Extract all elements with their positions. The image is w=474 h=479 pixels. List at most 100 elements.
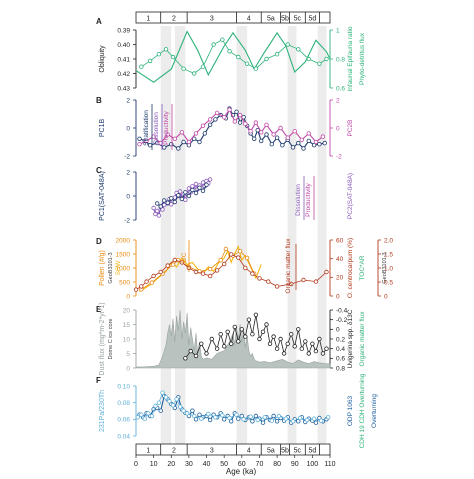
data-point xyxy=(202,131,207,136)
data-point xyxy=(228,252,234,257)
data-point xyxy=(139,412,144,417)
left-axis-tick-label: -2 xyxy=(124,153,130,160)
left-axis-tick-label: 0.08 xyxy=(117,400,130,407)
right-axis-label: PC2B xyxy=(347,120,354,137)
stage-label: 1 xyxy=(146,16,150,23)
data-point xyxy=(135,415,140,420)
data-point xyxy=(190,187,195,193)
data-point xyxy=(153,403,158,409)
data-point xyxy=(301,277,306,283)
series-b-0 xyxy=(137,106,327,151)
annotation-label: Productivity xyxy=(305,182,312,216)
right-axis-tick-label: -0.4 xyxy=(336,307,348,314)
stage-bar-frame xyxy=(135,11,331,24)
data-point xyxy=(253,312,259,317)
data-point xyxy=(186,186,192,191)
data-point xyxy=(296,327,301,332)
data-point xyxy=(290,145,296,150)
shading-band xyxy=(317,26,327,444)
x-tick-label: 10 xyxy=(150,461,158,468)
data-point xyxy=(200,180,206,185)
data-point xyxy=(207,122,213,127)
panel-f: F 0.10 0.08 0.06 0.04 231Pa/230Th ODP 1063 CDH … xyxy=(96,373,378,448)
data-point xyxy=(193,417,199,422)
data-point xyxy=(236,416,241,421)
panel-b: B 2 0 -2 2 0 -2 PC1B PC2B Stratification Dissoluti… xyxy=(96,96,354,160)
panel-letter: F xyxy=(96,376,101,385)
data-point xyxy=(181,408,186,413)
data-point xyxy=(227,49,232,54)
left-axis-tick-label: 2 xyxy=(126,169,130,176)
far-right-axis-tick-label: 1.0 xyxy=(384,265,393,272)
annotation-label: B/C xyxy=(181,252,188,263)
right-axis-label: Infaunal Epifauna ratio xyxy=(347,26,354,91)
data-point xyxy=(271,334,276,339)
right-axis-tick-label: 2 xyxy=(336,97,340,104)
data-point xyxy=(218,258,223,263)
data-point xyxy=(167,399,172,404)
data-point xyxy=(297,415,303,421)
data-point xyxy=(207,117,213,122)
series-a-1 xyxy=(139,37,329,76)
left-axis-tick-label: 0.10 xyxy=(117,383,130,390)
data-point xyxy=(253,413,259,419)
right-axis-tick-label: 0.8 xyxy=(336,56,345,63)
right-axis-tick-label: 1 xyxy=(336,27,340,34)
data-point xyxy=(274,135,280,140)
data-point xyxy=(197,185,202,190)
x-tick-label: 60 xyxy=(238,461,246,468)
far-right-axis-tick-label: 2.0 xyxy=(384,237,393,244)
data-point xyxy=(320,134,326,139)
data-point xyxy=(154,208,160,214)
data-point xyxy=(207,266,213,272)
data-point xyxy=(274,346,280,351)
data-point xyxy=(322,140,327,146)
left-axis-tick-label: 500 xyxy=(119,279,130,286)
left-axis-tick-label: 0.40 xyxy=(117,42,130,49)
data-point xyxy=(306,138,311,144)
stage-label: 5d xyxy=(308,448,316,455)
left-axis-tick-label: 0.39 xyxy=(117,27,130,34)
panel-letter: A xyxy=(96,17,102,26)
left-axis-tick-label: -2 xyxy=(124,217,130,224)
data-point xyxy=(285,42,290,47)
data-point xyxy=(193,353,199,359)
right-axis-tick-label: 60 xyxy=(336,237,344,244)
data-point xyxy=(144,138,149,144)
series-d-1 xyxy=(139,246,257,292)
data-point xyxy=(156,52,162,57)
data-point xyxy=(264,322,269,327)
right-axis-label: Overturning xyxy=(371,394,378,428)
panel-e: E 20 15 10 5 0 -0.4 -0.2 0 0.2 0.4 0.6 0.8 Dust flux … xyxy=(96,302,366,375)
data-point xyxy=(193,269,199,275)
left-axis-label: PC1B xyxy=(99,119,106,138)
data-point xyxy=(204,182,209,187)
panel-letter: D xyxy=(96,237,102,246)
annotation-label: Dissolution xyxy=(295,184,302,216)
data-point xyxy=(292,128,297,134)
panel-letter: C xyxy=(96,166,102,175)
data-point xyxy=(161,198,167,203)
data-point xyxy=(170,403,176,408)
right-axis-tick-label: 20 xyxy=(336,275,344,282)
data-point xyxy=(191,71,197,76)
x-axis: 0 10 20 30 40 50 60 70 80 90 100 110 xyxy=(134,455,336,468)
series-b-1 xyxy=(137,107,326,147)
data-point xyxy=(158,269,163,275)
data-point xyxy=(158,204,163,209)
data-point xyxy=(186,193,192,199)
data-point xyxy=(281,351,287,356)
data-point xyxy=(221,417,227,422)
data-point xyxy=(246,317,252,322)
data-point xyxy=(237,112,243,118)
data-point xyxy=(169,196,174,201)
data-point xyxy=(184,411,190,416)
data-point xyxy=(139,64,144,69)
data-point xyxy=(149,413,155,419)
data-point xyxy=(207,417,213,423)
series-d-2 xyxy=(133,252,329,292)
data-point xyxy=(236,54,241,60)
data-point xyxy=(149,280,155,285)
